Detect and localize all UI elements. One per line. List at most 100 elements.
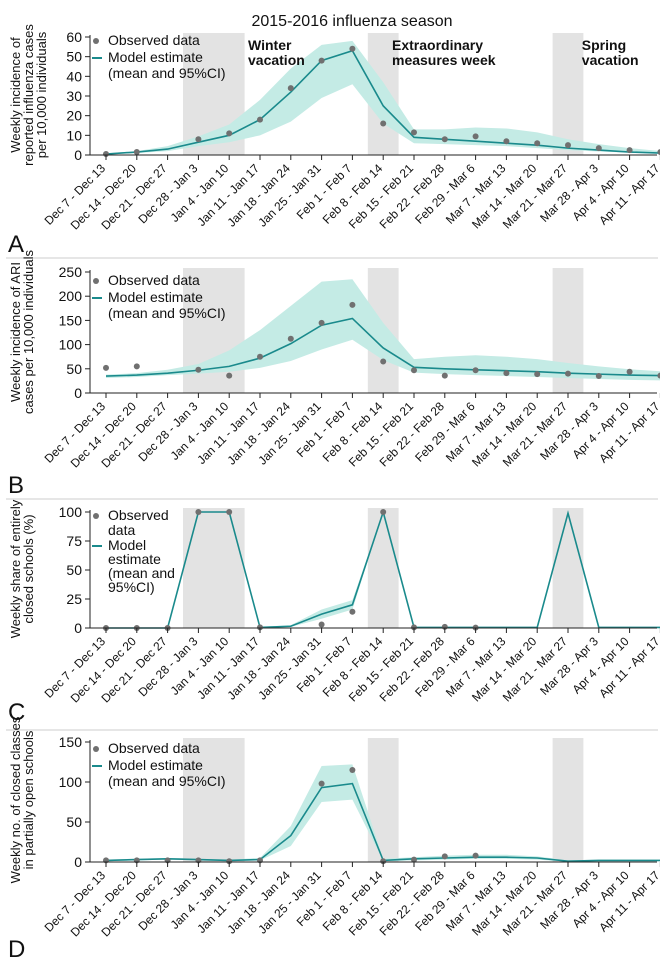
observed-point [195,136,202,143]
y-axis-label: Weekly incidence ofreported influenza ca… [8,24,49,166]
y-axis-label-line: Weekly no. of closed classes [8,716,23,883]
observed-point [133,149,140,156]
legend-model-label: Model estimate [108,757,203,773]
observed-point [349,301,356,308]
ci-band [106,40,660,155]
y-axis-label: Weekly no. of closed classesin partially… [8,716,36,883]
observed-point [380,509,387,515]
shaded-period [183,738,245,862]
observed-point [411,624,417,631]
shaded-period [367,508,399,628]
legend-model-label: (mean and 95%CI) [108,305,226,321]
y-tick-label: 75 [66,533,82,549]
observed-point [195,509,202,515]
legend-model-label: (mean and 95%CI) [108,65,226,81]
y-tick-label: 250 [59,264,83,280]
legend-observed-marker [93,278,99,284]
observed-point [349,767,356,773]
legend-model-label: Model [108,537,146,553]
y-axis-label-line: closed schools (%) [21,514,36,623]
y-tick-label: 20 [66,108,82,124]
y-axis-label-line: Weekly share of entirely [8,499,23,638]
observed-point [257,353,263,360]
panel-letter: A [8,231,24,258]
observed-point [226,372,233,379]
observed-point [349,45,356,52]
y-axis-label-line: Weekly incidence of [8,37,23,153]
shaded-period [552,738,584,862]
observed-point [287,85,294,92]
y-tick-label: 50 [66,49,82,65]
panel-letter: D [8,936,25,959]
observed-point [380,858,387,865]
annotation-label: vacation [248,52,305,68]
observed-point [226,858,233,865]
panel-letter: B [8,472,24,499]
observed-point [318,780,325,787]
shaded-period [367,738,399,862]
legend-observed-label: Observed data [108,740,200,756]
observed-point [318,319,325,326]
annotation-label: measures week [392,52,496,68]
observed-point [657,149,660,156]
ci-band [106,279,660,381]
y-tick-label: 0 [74,854,82,870]
observed-point [441,136,448,143]
y-tick-label: 100 [59,504,83,520]
observed-point [226,130,233,137]
observed-point [287,335,294,342]
observed-point [441,853,448,860]
y-tick-label: 50 [66,814,82,830]
observed-point [565,370,571,377]
observed-point [318,621,325,628]
observed-point [380,358,387,365]
y-tick-label: 40 [66,68,82,84]
observed-point [257,116,263,123]
y-tick-label: 30 [66,88,82,104]
legend-observed-marker [93,38,99,44]
y-tick-label: 10 [66,127,82,143]
y-axis-label-line: Weekly incidence of ARI [8,262,23,402]
y-tick-label: 0 [74,620,82,636]
legend-observed-marker [93,513,99,519]
y-axis-label-line: reported influenza cases [21,24,36,166]
y-tick-label: 25 [66,591,82,607]
legend-model-label: (mean and [108,565,175,581]
observed-point [472,367,479,374]
y-tick-label: 200 [59,288,83,304]
observed-point [411,129,417,136]
y-axis-label: Weekly incidence of ARIcases per 10,000 … [8,249,36,414]
y-axis-label-line: per 10,000 individuals [34,31,49,158]
legend-model-label: Model estimate [108,289,203,305]
observed-point [349,608,356,615]
observed-point [133,363,140,370]
annotation-label: Extraordinary [392,37,483,53]
observed-point [195,366,202,373]
annotation-label: Spring [582,37,626,53]
legend-model-label: Model estimate [108,49,203,65]
observed-point [503,138,510,145]
observed-point [626,368,633,375]
panel-letter: C [8,699,25,726]
y-axis-label: Weekly share of entirelyclosed schools (… [8,499,36,638]
annotation-label: vacation [582,52,639,68]
legend-observed-label: Observed data [108,32,200,48]
observed-point [318,57,325,64]
observed-point [472,852,479,859]
figure-title: 2015-2016 influenza season [251,13,452,30]
observed-point [534,371,541,378]
observed-point [103,151,109,158]
observed-point [411,367,417,374]
observed-point [441,372,448,379]
legend-observed-label: Observed data [108,272,200,288]
observed-point [595,145,602,152]
legend-model-label: (mean and 95%CI) [108,773,226,789]
y-tick-label: 50 [66,361,82,377]
y-tick-label: 150 [59,312,83,328]
legend-observed-label: data [108,522,135,538]
